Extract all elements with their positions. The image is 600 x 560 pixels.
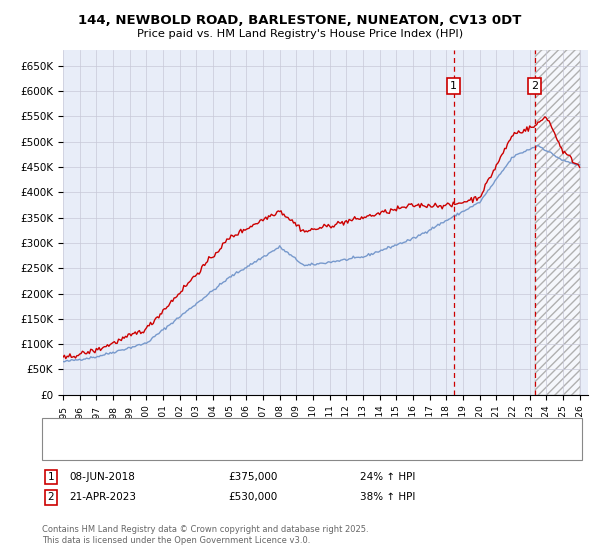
Text: HPI: Average price, detached house, Hinckley and Bosworth: HPI: Average price, detached house, Hinc… [84,445,383,455]
Text: 08-JUN-2018: 08-JUN-2018 [69,472,135,482]
Text: 1: 1 [450,81,457,91]
Text: £530,000: £530,000 [228,492,277,502]
Text: ———: ——— [51,444,74,456]
Text: Contains HM Land Registry data © Crown copyright and database right 2025.
This d: Contains HM Land Registry data © Crown c… [42,525,368,545]
Text: £375,000: £375,000 [228,472,277,482]
Text: 24% ↑ HPI: 24% ↑ HPI [360,472,415,482]
Text: Price paid vs. HM Land Registry's House Price Index (HPI): Price paid vs. HM Land Registry's House … [137,29,463,39]
Text: 1: 1 [47,472,55,482]
Text: 21-APR-2023: 21-APR-2023 [69,492,136,502]
Text: 2: 2 [47,492,55,502]
Text: 144, NEWBOLD ROAD, BARLESTONE, NUNEATON, CV13 0DT: 144, NEWBOLD ROAD, BARLESTONE, NUNEATON,… [79,14,521,27]
Text: ———: ——— [51,423,74,437]
Text: 2: 2 [531,81,538,91]
Text: 38% ↑ HPI: 38% ↑ HPI [360,492,415,502]
Text: 144, NEWBOLD ROAD, BARLESTONE, NUNEATON, CV13 0DT (detached house): 144, NEWBOLD ROAD, BARLESTONE, NUNEATON,… [84,425,474,435]
